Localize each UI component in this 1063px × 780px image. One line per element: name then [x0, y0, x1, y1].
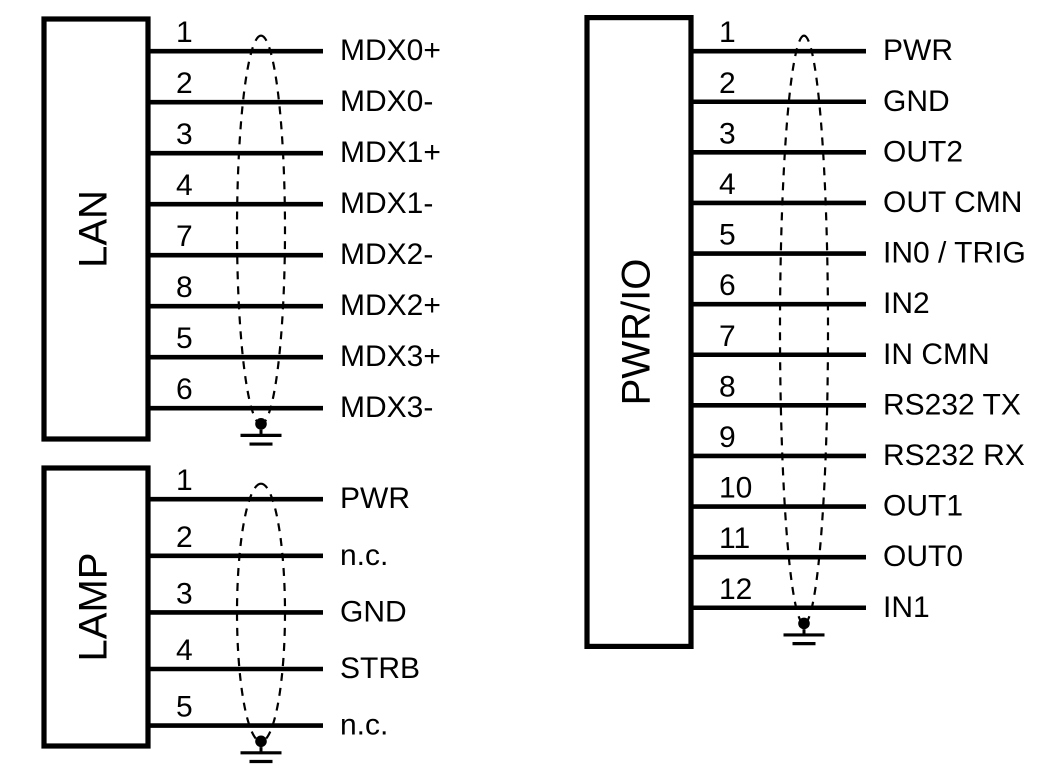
svg-text:1: 1	[176, 16, 193, 49]
svg-text:PWR/IO: PWR/IO	[615, 259, 659, 406]
svg-text:5: 5	[176, 691, 193, 724]
svg-text:RS232 RX: RS232 RX	[883, 439, 1025, 472]
svg-text:MDX3-: MDX3-	[340, 391, 433, 424]
svg-text:RS232 TX: RS232 TX	[883, 388, 1021, 421]
svg-text:MDX1+: MDX1+	[340, 136, 441, 169]
svg-text:MDX2-: MDX2-	[340, 238, 433, 271]
svg-text:8: 8	[719, 370, 736, 403]
svg-text:6: 6	[719, 269, 736, 302]
svg-text:MDX1-: MDX1-	[340, 187, 433, 220]
svg-text:12: 12	[719, 573, 752, 606]
svg-text:OUT CMN: OUT CMN	[883, 186, 1022, 219]
svg-text:IN0 / TRIG: IN0 / TRIG	[883, 237, 1026, 270]
svg-text:3: 3	[176, 577, 193, 610]
svg-text:10: 10	[719, 472, 752, 505]
svg-text:5: 5	[719, 219, 736, 252]
svg-text:LAN: LAN	[72, 190, 116, 268]
svg-text:3: 3	[176, 118, 193, 151]
svg-text:MDX0-: MDX0-	[340, 85, 433, 118]
svg-text:OUT1: OUT1	[883, 490, 963, 523]
svg-text:STRB: STRB	[340, 652, 420, 685]
svg-text:OUT2: OUT2	[883, 135, 963, 168]
svg-text:MDX3+: MDX3+	[340, 340, 441, 373]
svg-text:PWR: PWR	[340, 482, 410, 515]
svg-text:3: 3	[719, 117, 736, 150]
svg-text:11: 11	[719, 522, 750, 555]
svg-text:2: 2	[176, 521, 193, 554]
svg-text:LAMP: LAMP	[72, 553, 116, 662]
svg-text:1: 1	[176, 464, 193, 497]
svg-text:4: 4	[176, 634, 193, 667]
svg-text:8: 8	[176, 271, 193, 304]
svg-text:n.c.: n.c.	[340, 539, 388, 572]
svg-text:5: 5	[176, 322, 193, 355]
svg-text:6: 6	[176, 373, 193, 406]
svg-text:IN1: IN1	[883, 591, 930, 624]
svg-text:1: 1	[719, 16, 736, 49]
svg-text:MDX2+: MDX2+	[340, 289, 441, 322]
svg-text:OUT0: OUT0	[883, 540, 963, 573]
svg-text:4: 4	[719, 168, 736, 201]
svg-text:2: 2	[719, 67, 736, 100]
svg-text:IN CMN: IN CMN	[883, 338, 990, 371]
svg-text:GND: GND	[340, 595, 407, 628]
svg-text:7: 7	[176, 220, 193, 253]
svg-text:IN2: IN2	[883, 287, 930, 320]
svg-text:MDX0+: MDX0+	[340, 34, 441, 67]
svg-text:7: 7	[719, 320, 736, 353]
svg-text:2: 2	[176, 67, 193, 100]
svg-text:4: 4	[176, 169, 193, 202]
svg-text:GND: GND	[883, 85, 950, 118]
svg-text:9: 9	[719, 421, 736, 454]
svg-text:PWR: PWR	[883, 34, 953, 67]
svg-text:n.c.: n.c.	[340, 709, 388, 742]
